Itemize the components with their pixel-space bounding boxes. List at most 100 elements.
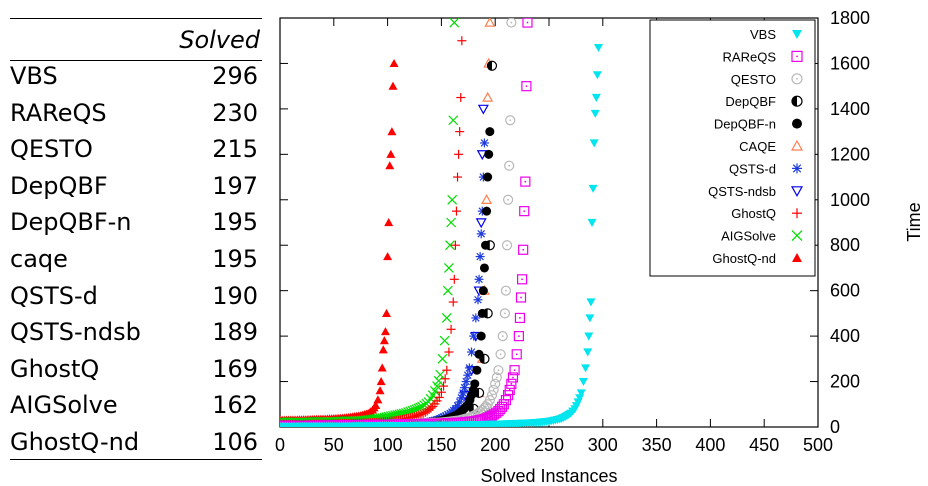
- star-d2: [474, 295, 482, 304]
- circle-dot: [499, 353, 502, 356]
- y-tick-label: 1000: [830, 190, 870, 210]
- data-point: [467, 347, 477, 357]
- data-point: [497, 331, 508, 342]
- data-point: [476, 229, 486, 239]
- data-point: [455, 127, 465, 137]
- cross-b: [448, 115, 459, 126]
- circle-marker: [499, 308, 510, 319]
- data-point: [436, 387, 446, 397]
- circle-dot: [501, 335, 504, 338]
- cross-b: [435, 369, 446, 380]
- square-marker: [520, 176, 531, 187]
- square-dot: [521, 278, 523, 281]
- data-point: [591, 93, 601, 103]
- data-point: [378, 345, 388, 354]
- circle-dot: [495, 376, 498, 379]
- legend-label: CAQE: [739, 139, 776, 154]
- series-ghostq-nd: [280, 58, 399, 424]
- legend-item: QESTO: [731, 72, 803, 87]
- data-point: [448, 115, 459, 126]
- data-point: [426, 403, 436, 413]
- legend-item: DepQBF: [725, 94, 803, 109]
- circle-marker: [791, 73, 803, 85]
- data-point: [451, 206, 461, 216]
- table-row: QESTO 215: [10, 135, 258, 169]
- star-d2: [475, 275, 483, 284]
- half-circle-fill: [483, 308, 488, 318]
- square-dot: [524, 180, 527, 183]
- square-marker: [515, 292, 527, 303]
- legend-item: AIGSolve: [721, 229, 803, 244]
- solver-name: VBS: [10, 62, 58, 90]
- data-point: [485, 127, 495, 137]
- data-point: [450, 240, 460, 250]
- cross-b: [445, 240, 455, 251]
- solved-count: 215: [212, 135, 258, 164]
- data-point: [472, 365, 482, 375]
- data-point: [440, 374, 450, 384]
- solver-name: GhostQ: [10, 354, 100, 383]
- legend-label: GhostQ-nd: [712, 251, 776, 266]
- x-tick-label: 200: [480, 435, 510, 455]
- circle-dot: [510, 21, 513, 24]
- legend-label: GhostQ: [731, 206, 776, 221]
- data-point: [386, 149, 396, 158]
- data-point: [505, 115, 516, 126]
- data-point: [434, 392, 444, 402]
- star-d2: [476, 252, 484, 261]
- data-point: [486, 60, 498, 71]
- table-row: RAReQS 230: [10, 99, 258, 133]
- data-point: [484, 18, 496, 27]
- solved-count: 169: [212, 354, 258, 383]
- legend-item: GhostQ-nd: [712, 251, 802, 266]
- data-point: [463, 370, 473, 380]
- data-point: [477, 104, 489, 115]
- y-tick-label: 200: [830, 372, 860, 392]
- x-tick-label: 450: [749, 435, 779, 455]
- x-tick-label: 0: [275, 435, 285, 455]
- table-row: DepQBF-n 195: [10, 208, 258, 242]
- data-point: [441, 313, 452, 323]
- legend-item: VBS: [750, 27, 802, 42]
- table-row: GhostQ 169: [10, 355, 258, 389]
- data-point: [475, 218, 487, 229]
- star-d2: [792, 164, 802, 173]
- table-top-rule: [10, 18, 262, 19]
- star-d2: [460, 383, 469, 392]
- star-d2: [465, 364, 474, 372]
- half-circle-fill: [487, 61, 492, 71]
- square-marker: [522, 18, 533, 28]
- circle-dot: [506, 244, 508, 247]
- square-marker: [514, 312, 526, 324]
- circle-dot: [505, 289, 507, 292]
- data-point: [504, 160, 515, 171]
- data-point: [587, 218, 597, 227]
- data-point: [446, 217, 457, 228]
- data-point: [375, 386, 385, 395]
- data-point: [439, 335, 450, 346]
- cross-b: [447, 194, 458, 205]
- solver-name: DepQBF-n: [10, 208, 132, 237]
- square-dot: [796, 55, 798, 58]
- y-tick-label: 800: [830, 235, 860, 255]
- circle-marker: [493, 365, 504, 376]
- star-d2: [467, 348, 476, 356]
- cross-b: [791, 230, 803, 242]
- data-point: [792, 163, 802, 174]
- data-point: [503, 194, 514, 205]
- star-d2: [469, 332, 478, 340]
- square-marker: [519, 206, 530, 217]
- data-point: [590, 109, 600, 118]
- data-point: [449, 18, 460, 28]
- data-point: [456, 93, 466, 103]
- data-point: [589, 139, 599, 148]
- data-point: [447, 194, 458, 205]
- data-point: [791, 230, 803, 242]
- data-point: [792, 253, 802, 262]
- square-dot: [522, 248, 525, 251]
- square-dot: [508, 389, 511, 391]
- data-point: [792, 208, 802, 219]
- square-dot: [519, 317, 521, 319]
- data-point: [593, 43, 603, 53]
- data-point: [482, 308, 493, 319]
